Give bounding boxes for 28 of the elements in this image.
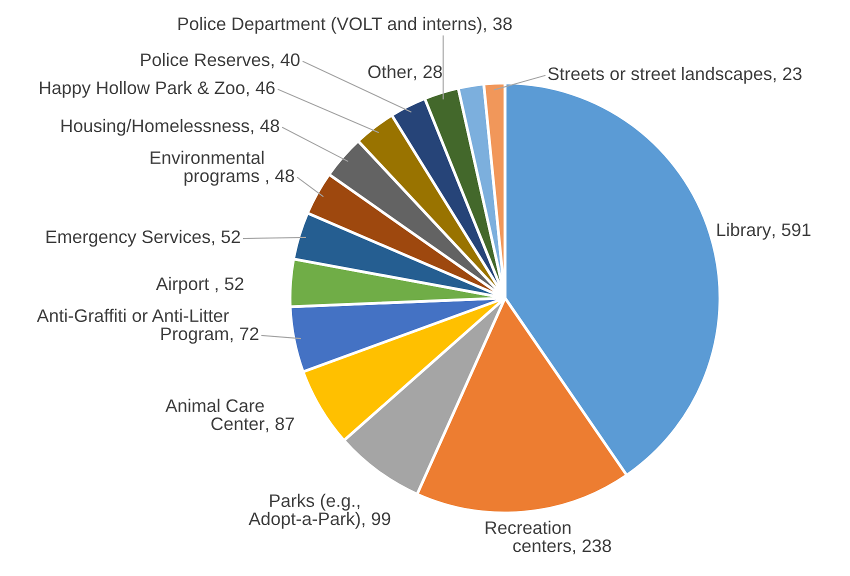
data-label: , 46 (246, 81, 275, 96)
slice-label: Other (368, 64, 412, 78)
data-label: , 48 (251, 119, 280, 134)
slice-label: Library (717, 222, 772, 240)
slice-label: Anti-Graffiti or Anti-Litter Program (36, 308, 229, 344)
data-label: , 38 (484, 17, 512, 32)
data-label: , 87 (266, 417, 294, 432)
slice-label: Environmental programs (150, 150, 264, 186)
data-label: , 52 (212, 230, 240, 246)
slice-label: Housing/Homelessness (62, 118, 250, 136)
slice-label: Police Department (VOLT and interns) (178, 16, 482, 34)
data-label: , 238 (573, 539, 611, 554)
data-label: , 52 (216, 277, 244, 292)
data-label: , 48 (266, 169, 294, 184)
data-label: , 591 (772, 223, 810, 238)
slice-label: Recreation centers (486, 520, 571, 552)
data-label: , 23 (774, 67, 802, 82)
slice-label: Parks (e.g., Adopt-a-Park) (248, 494, 360, 529)
slice-label: Emergency Services (46, 230, 210, 247)
data-label: , 40 (272, 53, 300, 68)
slice-label: Streets or street landscapes (548, 66, 772, 84)
slice-label: Happy Hollow Park & Zoo (40, 80, 244, 98)
data-label: , 72 (230, 327, 258, 342)
slice-label: Airport (156, 276, 209, 294)
slice-label: Police Reserves (141, 52, 270, 66)
slice-label: Animal Care Center (165, 398, 264, 430)
data-label: , 28 (414, 65, 442, 80)
data-label: , 99 (362, 512, 390, 528)
